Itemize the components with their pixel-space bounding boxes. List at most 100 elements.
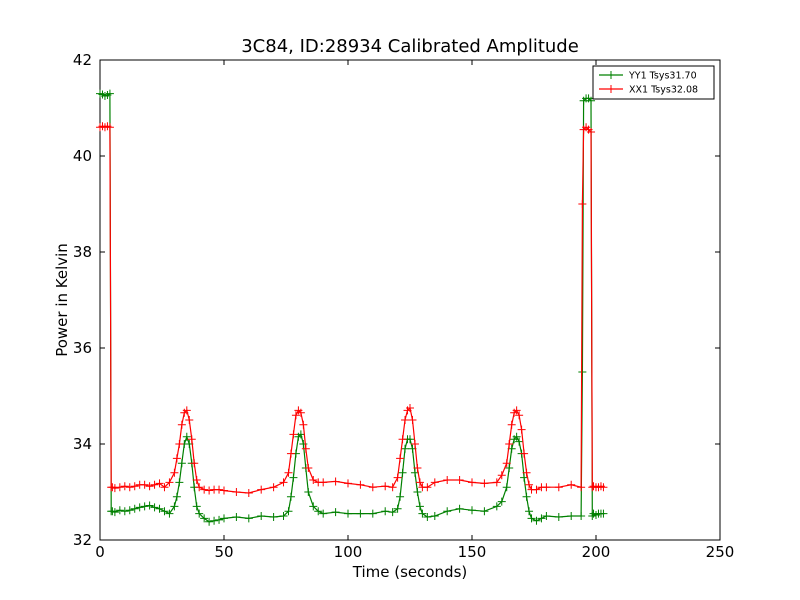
data-point-marker: [443, 507, 452, 516]
data-point-marker: [505, 440, 514, 448]
data-point-marker: [130, 504, 139, 513]
data-point-marker: [401, 444, 410, 453]
data-point-marker: [554, 512, 563, 521]
data-point-marker: [220, 514, 228, 523]
data-point-marker: [398, 468, 407, 477]
legend-swatch-marker: [607, 85, 615, 93]
series-yy1-tsys31-70: [96, 89, 608, 526]
data-point-marker: [468, 478, 476, 487]
data-point-marker: [160, 507, 169, 516]
data-point-marker: [170, 502, 179, 511]
y-tick-label: 36: [73, 339, 92, 357]
data-point-marker: [140, 502, 149, 511]
data-point-marker: [393, 473, 402, 482]
data-point-marker: [215, 515, 224, 524]
data-point-marker: [172, 492, 181, 501]
data-point-marker: [587, 128, 596, 136]
data-point-marker: [497, 497, 506, 506]
data-point-marker: [304, 488, 313, 496]
data-point-marker: [599, 509, 608, 518]
data-point-marker: [257, 512, 266, 520]
data-point-marker: [150, 480, 159, 489]
data-point-marker: [182, 432, 191, 441]
data-point-marker: [525, 507, 534, 516]
data-point-marker: [284, 507, 293, 516]
data-point-marker: [480, 479, 489, 488]
data-point-marker: [155, 479, 164, 488]
data-point-marker: [520, 473, 529, 482]
data-point-marker: [542, 483, 551, 492]
data-point-marker: [190, 459, 199, 468]
data-point-marker: [502, 459, 511, 468]
ticks-layer: 0 50 100 150 200 250 32 34 36 38 40 42: [73, 51, 734, 561]
data-point-marker: [344, 479, 352, 488]
data-point-marker: [125, 506, 134, 515]
data-point-marker: [522, 468, 531, 477]
data-point-marker: [522, 492, 531, 501]
data-point-marker: [309, 502, 318, 511]
data-point-marker: [120, 482, 129, 491]
data-point-marker: [525, 480, 534, 489]
data-point-marker: [401, 416, 410, 424]
data-point-marker: [368, 509, 377, 518]
data-point-marker: [286, 449, 295, 458]
data-point-marker: [172, 454, 181, 463]
data-point-marker: [105, 89, 114, 98]
data-point-marker: [205, 486, 214, 495]
data-point-marker: [512, 406, 521, 415]
data-point-marker: [396, 454, 405, 463]
data-point-marker: [381, 482, 390, 491]
data-point-marker: [279, 512, 288, 520]
data-point-marker: [185, 416, 194, 424]
data-point-marker: [291, 411, 300, 420]
data-point-marker: [170, 468, 179, 477]
data-point-marker: [430, 512, 439, 520]
y-tick-label: 40: [73, 147, 92, 165]
data-point-marker: [537, 514, 546, 523]
data-point-marker: [468, 506, 476, 515]
data-point-marker: [210, 516, 219, 525]
data-point-marker: [492, 502, 501, 511]
data-point-marker: [165, 478, 174, 487]
data-point-marker: [415, 502, 424, 511]
data-point-marker: [418, 509, 427, 518]
data-point-marker: [430, 478, 439, 487]
data-point-marker: [115, 506, 124, 515]
data-point-marker: [279, 478, 288, 487]
data-point-marker: [388, 508, 397, 517]
data-point-marker: [368, 483, 377, 492]
data-point-marker: [301, 444, 310, 453]
data-point-marker: [577, 483, 586, 492]
data-point-marker: [319, 509, 328, 518]
data-point-marker: [331, 477, 340, 486]
data-point-marker: [408, 416, 417, 424]
plot-area: [99, 59, 721, 541]
data-point-marker: [205, 517, 214, 526]
data-point-marker: [423, 512, 432, 521]
data-point-marker: [554, 483, 563, 492]
data-point-marker: [145, 501, 154, 510]
x-axis-label: Time (seconds): [352, 563, 468, 581]
data-point-marker: [269, 512, 278, 521]
data-point-marker: [244, 488, 253, 497]
data-point-marker: [423, 483, 432, 492]
data-point-marker: [289, 473, 298, 482]
data-point-marker: [527, 514, 536, 523]
data-point-marker: [105, 123, 114, 132]
data-point-marker: [177, 420, 186, 429]
data-point-marker: [110, 484, 119, 493]
data-point-marker: [200, 514, 209, 523]
data-point-marker: [195, 509, 204, 518]
data-point-marker: [150, 503, 159, 512]
series-layer: [96, 89, 608, 526]
data-point-marker: [314, 507, 323, 516]
data-point-marker: [507, 420, 516, 429]
data-point-marker: [520, 449, 529, 458]
x-tick-label: 50: [214, 543, 233, 561]
data-point-marker: [192, 502, 201, 511]
data-point-marker: [192, 476, 201, 484]
data-point-marker: [304, 464, 313, 472]
data-point-marker: [599, 483, 608, 492]
data-point-marker: [406, 404, 414, 412]
data-point-marker: [244, 514, 253, 523]
